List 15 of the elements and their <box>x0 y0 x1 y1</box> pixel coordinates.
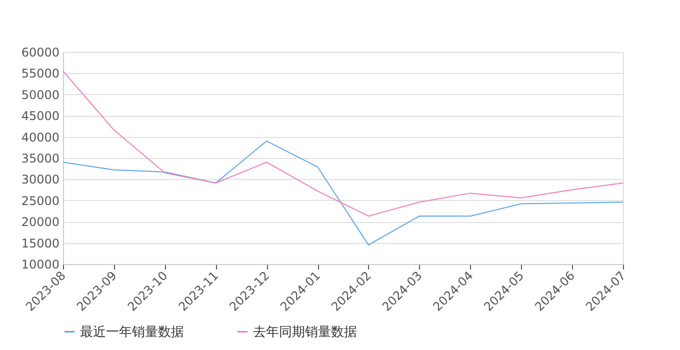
y-tick-label: 35000 <box>21 152 60 166</box>
y-tick-label: 20000 <box>21 215 60 230</box>
y-tick-label: 45000 <box>21 109 60 124</box>
y-tick-label: 30000 <box>21 172 60 187</box>
line-series <box>62 140 624 246</box>
y-tick-label: 50000 <box>21 88 60 102</box>
y-tick-label: 10000 <box>21 258 60 272</box>
y-tick-label: 15000 <box>21 236 60 250</box>
y-tick-label: 60000 <box>21 46 60 60</box>
y-tick-label: 25000 <box>21 194 60 208</box>
line-series <box>62 70 624 217</box>
y-tick-label: 40000 <box>21 130 60 144</box>
legend-label: 最近一年销量数据 <box>80 324 184 340</box>
legend-label: 去年同期销量数据 <box>253 324 357 340</box>
y-tick-label: 55000 <box>21 66 60 81</box>
